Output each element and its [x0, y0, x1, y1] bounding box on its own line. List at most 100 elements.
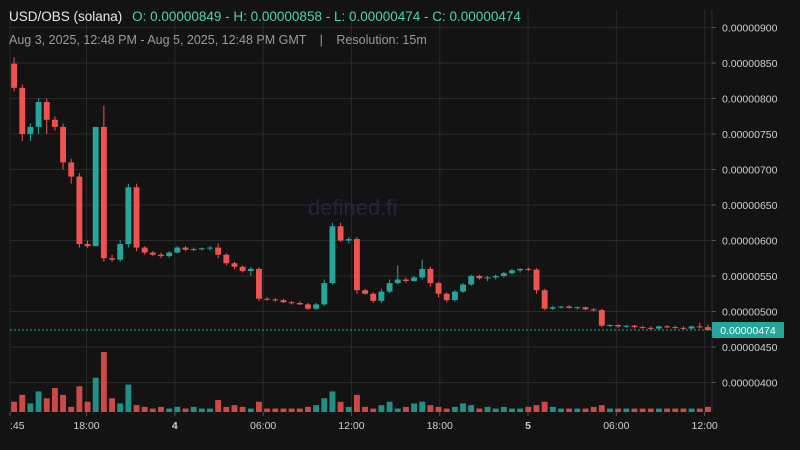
current-price-line: 0.00000474	[10, 321, 784, 338]
candle	[696, 322, 703, 329]
candle-body	[500, 273, 507, 276]
volume-bar	[133, 405, 140, 412]
candle	[558, 305, 564, 309]
volume-bar	[231, 405, 238, 412]
chart-subheader: Aug 3, 2025, 12:48 PM - Aug 5, 2025, 12:…	[9, 33, 427, 47]
volume-bar	[305, 406, 311, 412]
candle	[256, 267, 262, 301]
candle	[664, 324, 671, 328]
volume-bar	[386, 401, 393, 412]
candle	[239, 265, 246, 273]
candle	[207, 246, 213, 251]
volume-bar	[558, 408, 564, 412]
volume-bar	[207, 408, 213, 412]
candle-body	[386, 283, 393, 292]
x-axis: :45 18:00 4 06:00 12:00 18:00 5 06:00 12:00	[9, 412, 718, 432]
candle-body	[590, 309, 597, 311]
volume-bar	[174, 406, 181, 412]
volume-bar	[313, 405, 320, 412]
candle-body	[215, 247, 222, 255]
volume-bar	[680, 408, 687, 412]
candle-body	[615, 324, 622, 327]
candle	[500, 271, 507, 278]
candle	[272, 298, 279, 302]
candle-body	[231, 263, 238, 267]
candle-body	[288, 302, 295, 304]
y-tick-label: 0.00000500	[722, 307, 778, 319]
volume-bar	[484, 406, 491, 412]
candle	[296, 301, 303, 306]
y-tick-label: 0.00000700	[722, 165, 778, 177]
volume-bar	[460, 403, 466, 412]
candle	[582, 306, 589, 311]
candle-body	[558, 306, 564, 308]
candle-body	[435, 283, 442, 294]
y-tick-label: 0.00000450	[722, 342, 778, 354]
candle-body	[125, 187, 132, 245]
volume-bar	[468, 405, 475, 412]
candle	[394, 265, 401, 285]
volume-bar	[272, 408, 279, 412]
volume-bar	[125, 384, 132, 412]
candle-body	[321, 283, 328, 305]
volume-bar	[631, 408, 638, 412]
candle	[11, 57, 18, 92]
candle-body	[566, 306, 573, 308]
volume-bar	[11, 401, 18, 412]
candle-body	[680, 327, 687, 329]
ohlc-readout: O: 0.00000849 - H: 0.00000858 - L: 0.000…	[132, 9, 521, 24]
candle	[517, 268, 524, 273]
volume-bar	[109, 398, 115, 412]
candle-body	[574, 307, 581, 309]
candle-body	[607, 324, 613, 326]
candle	[647, 326, 654, 330]
candle-body	[117, 244, 124, 260]
candle-body	[533, 269, 540, 291]
candle-body	[525, 268, 532, 270]
candle-body	[656, 326, 662, 329]
volume-bar	[500, 406, 507, 412]
candle-body	[582, 307, 589, 310]
candle	[419, 259, 426, 280]
volume-bar	[19, 394, 26, 412]
candle	[345, 236, 352, 244]
y-tick-label: 0.00000550	[722, 271, 778, 283]
candle-body	[239, 266, 246, 272]
volume-bar	[549, 406, 556, 412]
candle	[427, 266, 434, 287]
volume-bar	[370, 408, 377, 412]
x-tick-label: 4	[172, 420, 178, 432]
candle-body	[704, 327, 711, 330]
candle	[223, 253, 230, 266]
candle	[533, 268, 540, 294]
volume-bar	[92, 377, 99, 412]
candle	[305, 302, 311, 311]
x-tick-label: 06:00	[250, 420, 276, 432]
candle-body	[272, 299, 279, 301]
candle	[362, 288, 369, 295]
candle-body	[223, 254, 230, 264]
volume-bar	[533, 405, 540, 412]
candle-body	[672, 327, 679, 329]
candle	[231, 261, 238, 269]
candle	[149, 251, 156, 257]
candle	[198, 247, 205, 251]
candle-body	[76, 176, 83, 245]
volume-bar	[394, 408, 401, 412]
volume-bar	[60, 394, 66, 412]
candle-body	[280, 300, 287, 303]
candle	[509, 268, 515, 275]
y-tick-label: 0.00000400	[722, 378, 778, 390]
candle	[353, 236, 360, 294]
candle-body	[92, 126, 99, 247]
candle-body	[133, 187, 140, 248]
y-tick-label: 0.00000750	[722, 129, 778, 141]
candle-body	[541, 290, 548, 309]
candle-body	[207, 247, 213, 249]
candle-body	[378, 291, 385, 301]
candle	[631, 324, 638, 329]
volume-bar	[525, 406, 532, 412]
volume-bar	[198, 408, 205, 412]
